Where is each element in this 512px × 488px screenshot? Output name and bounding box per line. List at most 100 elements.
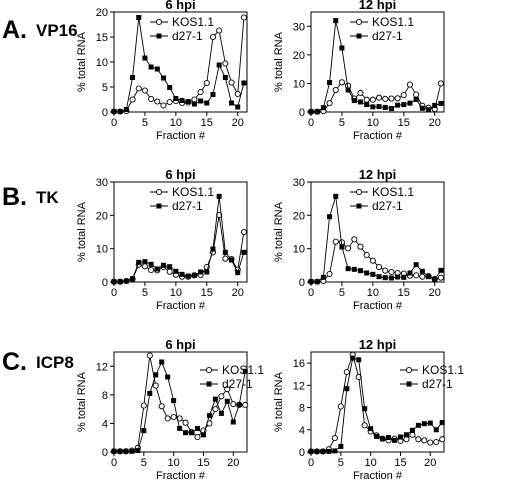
legend-marker	[155, 18, 163, 26]
data-point	[234, 90, 241, 98]
data-point	[357, 99, 363, 105]
data-point	[209, 33, 217, 41]
x-tick-label: 20	[429, 287, 441, 299]
data-point	[236, 402, 242, 408]
data-point	[332, 238, 339, 245]
data-point	[357, 89, 364, 96]
x-tick-label: 15	[398, 287, 410, 299]
data-point	[357, 243, 364, 250]
chart-title: 12 hpi	[359, 337, 397, 352]
data-point	[332, 448, 338, 454]
data-point	[210, 92, 216, 97]
data-point	[421, 437, 428, 444]
data-point	[395, 274, 401, 280]
legend-label: d27-1	[372, 199, 403, 213]
x-tick-label: 5	[141, 457, 147, 469]
data-point	[374, 433, 380, 439]
legend-marker	[356, 33, 362, 39]
x-tick-label: 10	[367, 287, 379, 299]
data-point	[142, 55, 148, 61]
data-point	[185, 273, 191, 279]
data-point	[152, 382, 159, 389]
data-point	[388, 275, 394, 281]
data-point	[437, 274, 444, 281]
data-point	[331, 435, 338, 442]
data-point	[130, 276, 136, 282]
data-point	[235, 270, 241, 276]
y-axis-label: % total RNA	[76, 31, 88, 92]
data-point	[173, 268, 179, 274]
data-point	[413, 272, 420, 279]
data-point	[182, 419, 189, 426]
x-tick-label: 5	[338, 457, 344, 469]
x-tick-label: 10	[367, 117, 379, 129]
data-point	[229, 257, 235, 263]
x-tick-label: 5	[339, 287, 345, 299]
data-point	[364, 270, 370, 276]
data-point	[314, 448, 320, 454]
data-point	[117, 448, 123, 454]
data-point	[406, 81, 414, 88]
data-point	[437, 80, 444, 87]
series-d27-1	[308, 355, 445, 454]
legend-label: d27-1	[172, 199, 203, 213]
data-point	[177, 425, 183, 431]
x-tick-label: 20	[232, 287, 244, 299]
data-point	[167, 85, 173, 90]
data-point	[111, 109, 117, 114]
data-point	[189, 430, 195, 436]
data-point	[326, 270, 333, 278]
data-point	[228, 79, 235, 86]
legend-marker	[156, 203, 162, 209]
data-point	[164, 415, 171, 422]
data-point	[141, 428, 147, 434]
data-point	[185, 99, 191, 104]
data-point	[409, 431, 416, 438]
data-point	[407, 100, 413, 106]
data-point	[136, 259, 142, 265]
data-point	[343, 368, 350, 376]
data-point	[409, 427, 415, 433]
data-point	[364, 102, 370, 108]
data-point	[382, 95, 389, 102]
series-d27-1	[308, 193, 444, 285]
data-point	[117, 109, 123, 114]
data-point	[400, 92, 407, 99]
data-point	[216, 62, 222, 68]
data-point	[397, 434, 403, 440]
data-point	[167, 264, 173, 270]
data-point	[179, 98, 185, 103]
chart-title: 6 hpi	[165, 0, 195, 12]
series-d27-1	[111, 193, 247, 285]
data-point	[135, 85, 142, 92]
x-axis-label: Fraction #	[353, 130, 403, 142]
y-tick-label: 10	[96, 244, 108, 256]
data-point	[327, 80, 333, 86]
data-point	[376, 104, 382, 110]
data-point	[427, 420, 433, 426]
data-point	[333, 193, 339, 199]
data-point	[111, 448, 117, 454]
data-point	[218, 393, 225, 400]
data-point	[165, 374, 171, 380]
data-point	[395, 102, 401, 108]
data-point	[216, 27, 223, 34]
legend-marker	[405, 366, 413, 374]
chart-title: 6 hpi	[165, 337, 195, 352]
data-point	[327, 214, 333, 220]
data-point	[148, 64, 154, 70]
legend-label: d27-1	[222, 377, 253, 391]
data-point	[401, 102, 407, 108]
data-point	[141, 263, 148, 270]
data-point	[123, 107, 129, 112]
data-point	[368, 426, 374, 432]
data-point	[438, 100, 444, 106]
data-point	[166, 268, 173, 275]
data-point	[191, 96, 198, 103]
y-tick-label: 4	[299, 425, 305, 437]
x-tick-label: 10	[365, 457, 377, 469]
